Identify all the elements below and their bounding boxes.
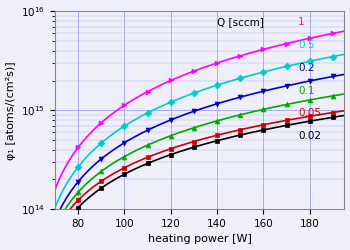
Text: 1: 1 xyxy=(298,18,305,28)
Y-axis label: φ₁ [atoms/(cm²s)]: φ₁ [atoms/(cm²s)] xyxy=(6,61,15,160)
Text: 0.1: 0.1 xyxy=(298,86,315,96)
Text: 0.5: 0.5 xyxy=(298,40,315,50)
X-axis label: heating power [W]: heating power [W] xyxy=(148,234,252,244)
Text: 0.02: 0.02 xyxy=(298,131,321,141)
Text: 0.2: 0.2 xyxy=(298,63,315,73)
Text: 0.05: 0.05 xyxy=(298,108,321,118)
Text: Q [sccm]: Q [sccm] xyxy=(217,18,264,28)
